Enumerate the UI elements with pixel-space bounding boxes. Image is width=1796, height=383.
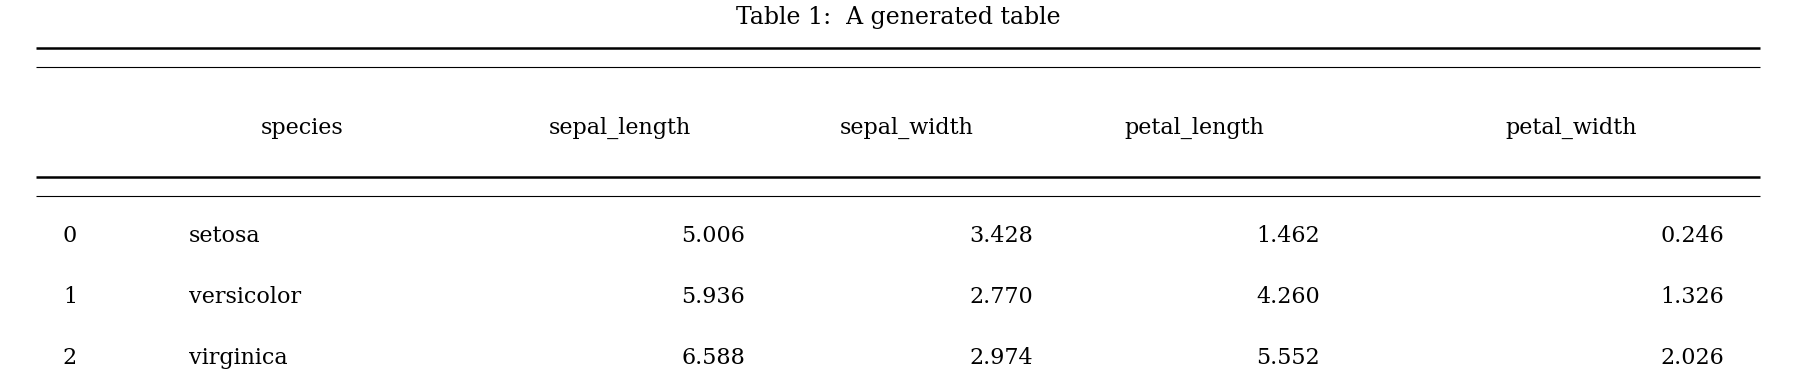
Text: 0.246: 0.246	[1661, 226, 1724, 247]
Text: 2.026: 2.026	[1661, 347, 1724, 369]
Text: 4.260: 4.260	[1257, 286, 1320, 308]
Text: petal_length: petal_length	[1124, 117, 1264, 139]
Text: Table 1:  A generated table: Table 1: A generated table	[736, 6, 1060, 29]
Text: 0: 0	[63, 226, 77, 247]
Text: species: species	[260, 117, 343, 139]
Text: 3.428: 3.428	[968, 226, 1033, 247]
Text: virginica: virginica	[189, 347, 287, 369]
Text: 5.552: 5.552	[1257, 347, 1320, 369]
Text: sepal_width: sepal_width	[841, 117, 973, 139]
Text: setosa: setosa	[189, 226, 260, 247]
Text: petal_width: petal_width	[1505, 117, 1638, 139]
Text: 1.326: 1.326	[1661, 286, 1724, 308]
Text: 5.936: 5.936	[682, 286, 745, 308]
Text: 2.974: 2.974	[970, 347, 1033, 369]
Text: 1.462: 1.462	[1257, 226, 1320, 247]
Text: 6.588: 6.588	[681, 347, 745, 369]
Text: 2: 2	[63, 347, 77, 369]
Text: 5.006: 5.006	[681, 226, 745, 247]
Text: 1: 1	[63, 286, 77, 308]
Text: 2.770: 2.770	[970, 286, 1033, 308]
Text: versicolor: versicolor	[189, 286, 300, 308]
Text: sepal_length: sepal_length	[548, 117, 691, 139]
